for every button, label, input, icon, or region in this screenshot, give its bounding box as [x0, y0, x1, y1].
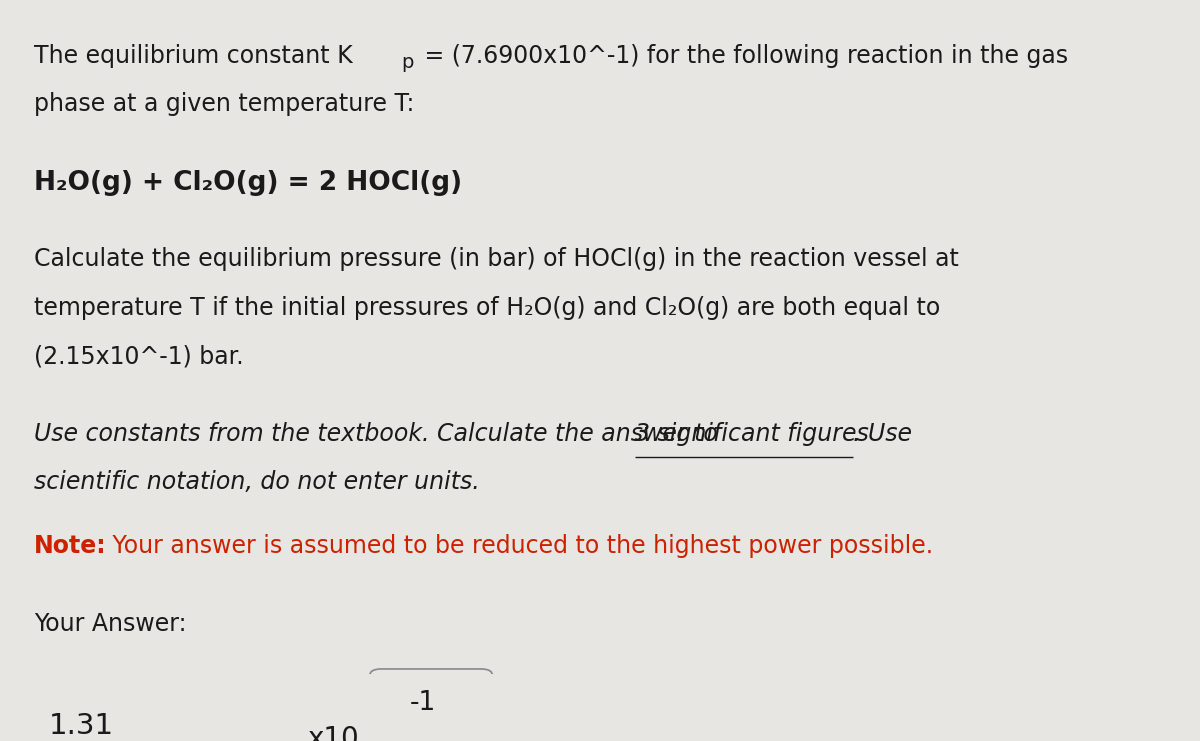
Text: Calculate the equilibrium pressure (in bar) of HOCl(g) in the reaction vessel at: Calculate the equilibrium pressure (in b…: [34, 247, 959, 271]
Text: Your Answer:: Your Answer:: [34, 611, 187, 636]
Text: . Use: . Use: [853, 422, 912, 446]
Text: Your answer is assumed to be reduced to the highest power possible.: Your answer is assumed to be reduced to …: [104, 534, 932, 558]
Text: Note:: Note:: [34, 534, 107, 558]
FancyBboxPatch shape: [370, 669, 492, 738]
Text: scientific notation, do not enter units.: scientific notation, do not enter units.: [34, 471, 480, 494]
Text: p: p: [402, 53, 414, 72]
FancyBboxPatch shape: [23, 682, 313, 741]
Text: x10: x10: [307, 725, 359, 741]
Text: = (7.6900x10^-1) for the following reaction in the gas: = (7.6900x10^-1) for the following react…: [418, 44, 1069, 67]
Text: 3 significant figures: 3 significant figures: [635, 422, 869, 446]
Text: 1.31: 1.31: [49, 712, 114, 740]
Text: (2.15x10^-1) bar.: (2.15x10^-1) bar.: [34, 345, 244, 368]
Text: H₂O(g) + Cl₂O(g) = 2 HOCl(g): H₂O(g) + Cl₂O(g) = 2 HOCl(g): [34, 170, 462, 196]
Text: -1: -1: [409, 691, 436, 717]
Text: The equilibrium constant K: The equilibrium constant K: [34, 44, 353, 67]
Text: phase at a given temperature T:: phase at a given temperature T:: [34, 93, 414, 116]
Text: Use constants from the textbook. Calculate the answer to: Use constants from the textbook. Calcula…: [34, 422, 726, 446]
Text: temperature T if the initial pressures of H₂O(g) and Cl₂O(g) are both equal to: temperature T if the initial pressures o…: [34, 296, 941, 320]
